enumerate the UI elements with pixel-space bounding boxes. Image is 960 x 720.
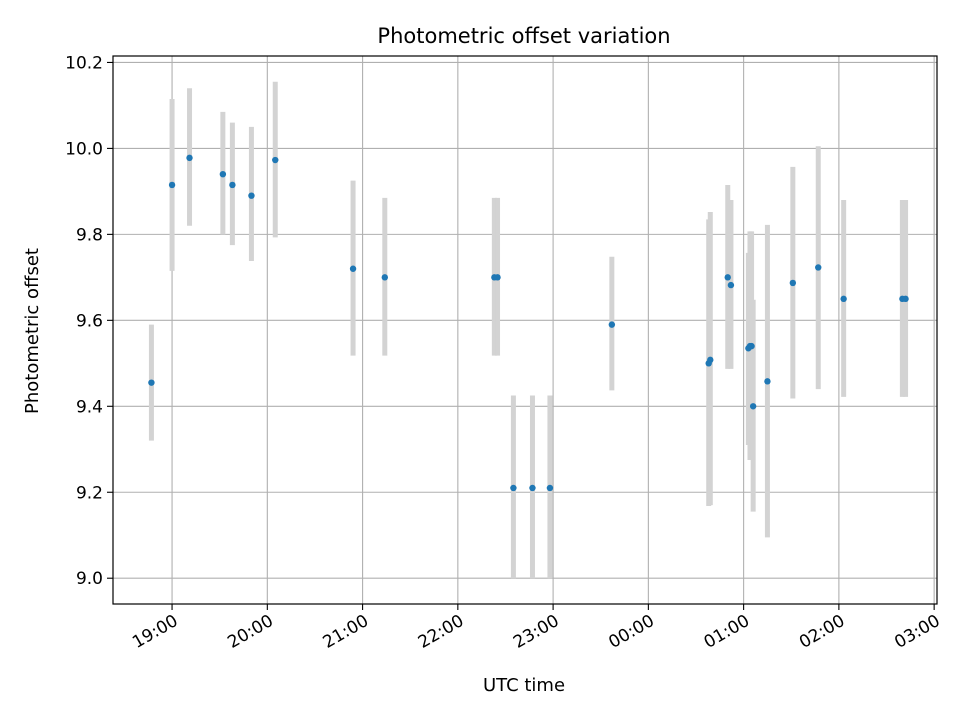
plot-frame: [112, 55, 938, 605]
x-tick-label: 23:00: [510, 611, 562, 653]
data-point: [748, 342, 755, 350]
data-point: [727, 281, 735, 289]
data-point: [494, 274, 501, 281]
data-point: [148, 379, 155, 386]
data-point: [608, 321, 616, 328]
point-layer: [148, 154, 909, 492]
errorbar-layer: [148, 81, 909, 579]
data-point: [764, 378, 771, 385]
x-tick-label: 22:00: [415, 611, 467, 653]
x-tick-label: 20:00: [224, 611, 276, 653]
data-point: [815, 264, 822, 271]
data-point: [349, 265, 357, 272]
x-axis-label: UTC time: [483, 675, 565, 696]
data-point: [168, 181, 176, 189]
x-tick-label: 03:00: [891, 611, 943, 653]
y-tick-label: 9.6: [76, 311, 103, 331]
data-point: [707, 356, 714, 364]
x-tick-label: 02:00: [796, 611, 848, 653]
data-point: [248, 192, 255, 199]
data-point: [902, 295, 909, 303]
data-point: [840, 295, 847, 303]
y-tick-label: 9.4: [76, 397, 103, 417]
data-point: [789, 279, 797, 287]
grid-layer: [113, 56, 937, 604]
data-point: [529, 484, 536, 492]
data-point: [219, 170, 227, 178]
x-tick-label: 01:00: [701, 611, 753, 653]
y-tick-label: 10.2: [65, 53, 103, 73]
axes-layer: 19:00 20:00 21:00 22:00 23:00 00:00 01:00 02:00…: [65, 53, 944, 652]
y-axis-label: Photometric offset: [22, 248, 43, 414]
chart-title: Photometric offset variation: [377, 24, 670, 48]
y-tick-label: 9.2: [76, 483, 103, 503]
y-tick-label: 10.0: [65, 139, 103, 159]
data-point: [186, 154, 193, 162]
data-point: [229, 181, 236, 189]
x-tick-label: 21:00: [320, 611, 372, 653]
data-point: [749, 403, 757, 410]
y-tick-label: 9.8: [76, 225, 103, 245]
data-point: [510, 484, 517, 492]
y-tick-label: 9.0: [76, 569, 103, 589]
data-point: [381, 274, 389, 281]
x-tick-label: 00:00: [605, 611, 657, 653]
x-tick-label: 19:00: [129, 611, 181, 653]
data-point: [272, 156, 279, 164]
data-point: [546, 484, 554, 492]
data-point: [724, 274, 731, 281]
